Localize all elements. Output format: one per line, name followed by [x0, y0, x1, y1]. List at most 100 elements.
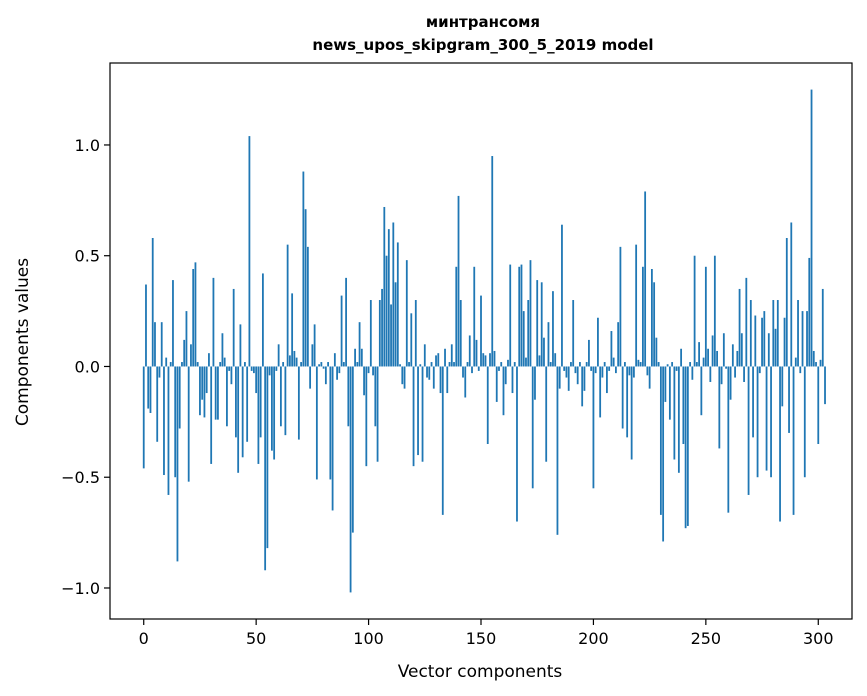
- bar: [349, 366, 352, 593]
- bar: [178, 366, 181, 429]
- bar: [824, 366, 826, 405]
- bar: [662, 366, 665, 542]
- bar: [257, 366, 260, 464]
- bar: [194, 262, 197, 367]
- bar: [720, 366, 723, 385]
- bar: [432, 366, 435, 389]
- bar: [549, 362, 552, 367]
- bar: [745, 277, 748, 367]
- bar: [302, 171, 305, 367]
- bar: [547, 322, 550, 367]
- bar: [527, 300, 530, 367]
- bar: [405, 260, 408, 367]
- chart-title: минтрансомя: [426, 13, 540, 31]
- x-tick-label: 50: [246, 629, 266, 648]
- bar: [324, 366, 327, 385]
- bar: [680, 348, 683, 367]
- bar: [810, 89, 813, 367]
- bar: [572, 300, 575, 367]
- bar: [284, 366, 287, 436]
- bar: [758, 366, 761, 374]
- bar: [482, 353, 485, 367]
- bar: [511, 366, 514, 394]
- bar: [583, 366, 586, 391]
- bar: [426, 366, 428, 378]
- bar: [331, 366, 334, 511]
- bar: [686, 366, 689, 526]
- y-axis-label: Components values: [13, 258, 33, 426]
- bar: [624, 362, 626, 367]
- bar: [185, 311, 188, 367]
- bar: [268, 366, 271, 376]
- bar: [356, 362, 359, 367]
- bar: [639, 362, 642, 367]
- bar: [205, 366, 208, 394]
- bar: [570, 362, 572, 367]
- bar: [293, 350, 296, 367]
- bar: [255, 366, 258, 394]
- bar: [250, 366, 253, 371]
- bar: [300, 362, 303, 367]
- y-axis: −1.0 −0.5 0.0 0.5 1.0: [61, 136, 110, 598]
- bar: [567, 366, 570, 391]
- bar: [147, 366, 150, 409]
- bar: [693, 255, 696, 367]
- bar: [801, 311, 804, 367]
- bar: [304, 209, 307, 367]
- bar: [707, 348, 709, 367]
- bar: [774, 328, 777, 367]
- bar: [241, 366, 244, 458]
- bar: [459, 300, 462, 367]
- bar: [677, 366, 680, 473]
- bar: [563, 366, 566, 371]
- bar: [590, 366, 593, 371]
- bar: [320, 362, 323, 367]
- bar: [594, 366, 597, 374]
- bar: [273, 366, 276, 460]
- bar: [165, 357, 168, 367]
- bar: [576, 366, 579, 385]
- bar: [740, 333, 743, 367]
- bar: [729, 366, 732, 400]
- bar: [603, 362, 606, 367]
- bar: [711, 335, 714, 367]
- bar: [466, 362, 469, 367]
- bar: [486, 366, 489, 445]
- bar: [808, 257, 811, 367]
- bar: [806, 311, 808, 367]
- bar: [315, 366, 318, 480]
- bar: [394, 282, 397, 367]
- bar: [230, 366, 233, 385]
- y-tick-label: −1.0: [61, 579, 100, 598]
- bar: [217, 366, 219, 420]
- bar: [797, 300, 799, 367]
- bar: [223, 357, 226, 367]
- bar: [399, 364, 401, 367]
- bar: [790, 222, 793, 367]
- bar: [565, 366, 568, 378]
- bar: [619, 246, 622, 367]
- bar: [291, 293, 294, 367]
- bar: [275, 366, 278, 371]
- bar: [212, 277, 215, 367]
- bar: [641, 266, 644, 367]
- bar: [698, 342, 701, 367]
- bar: [632, 366, 635, 378]
- bar: [504, 366, 507, 385]
- bar: [421, 366, 424, 462]
- bar: [199, 366, 201, 416]
- bar: [495, 366, 498, 402]
- bar: [196, 362, 199, 367]
- bar: [754, 315, 757, 367]
- bar: [608, 366, 611, 371]
- bar: [610, 331, 613, 367]
- bar: [612, 357, 615, 367]
- bar: [700, 366, 703, 416]
- bar: [765, 366, 768, 471]
- bar: [468, 335, 471, 367]
- bar: [579, 362, 581, 367]
- bar: [354, 348, 356, 367]
- bar: [525, 357, 527, 367]
- bar: [516, 366, 518, 522]
- bar: [309, 366, 312, 389]
